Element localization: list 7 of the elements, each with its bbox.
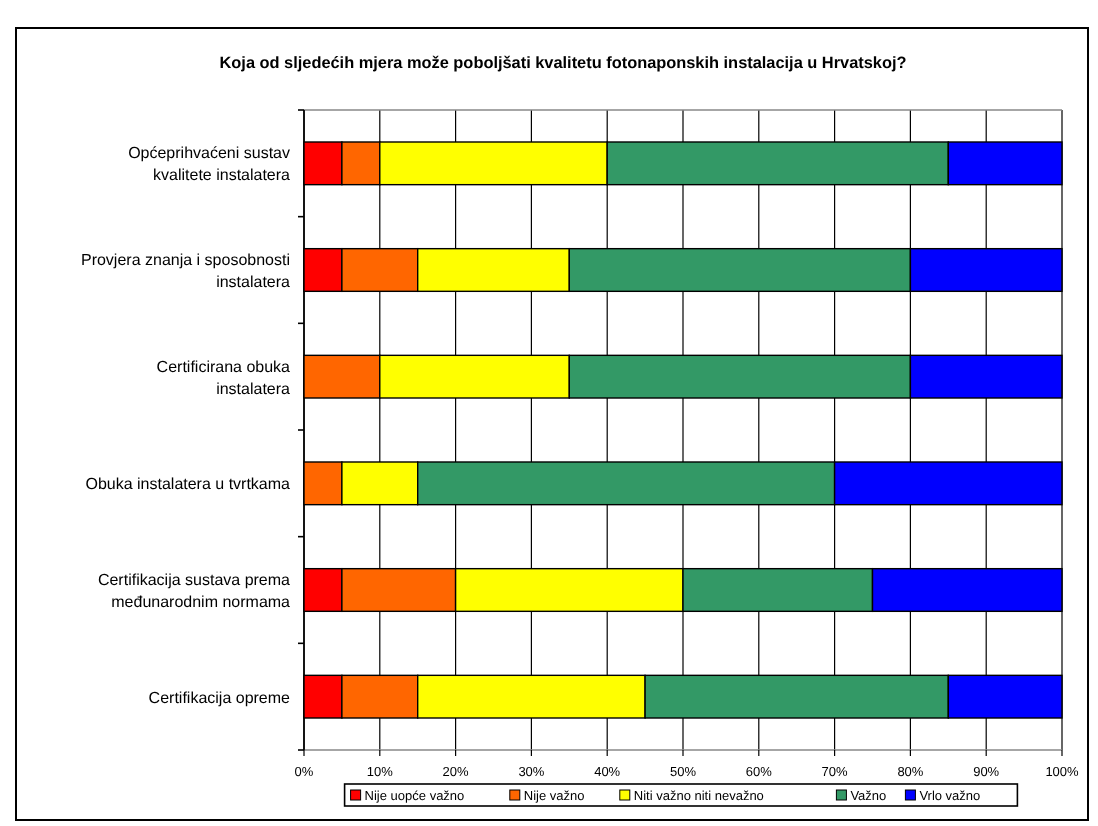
y-tick-label: Provjera znanja i sposobnosti instalatera xyxy=(80,251,292,291)
y-tick-label: Obuka instalatera u tvrtkama xyxy=(85,475,292,494)
chart-title: Koja od sljedećih mjera može poboljšati kvalitetu fotonaponskih instalacija u Hrvatskoj? xyxy=(219,54,907,72)
y-tick-label: Certifikacija sustava prema međunarodnim normama xyxy=(97,571,292,611)
y-tick-label: Općeprihvaćeni sustav kvalitete instalatera xyxy=(128,144,292,185)
y-tick-label: Certifikacija opreme xyxy=(148,688,292,707)
y-tick-label: Certificirana obuka instalatera xyxy=(156,357,292,398)
